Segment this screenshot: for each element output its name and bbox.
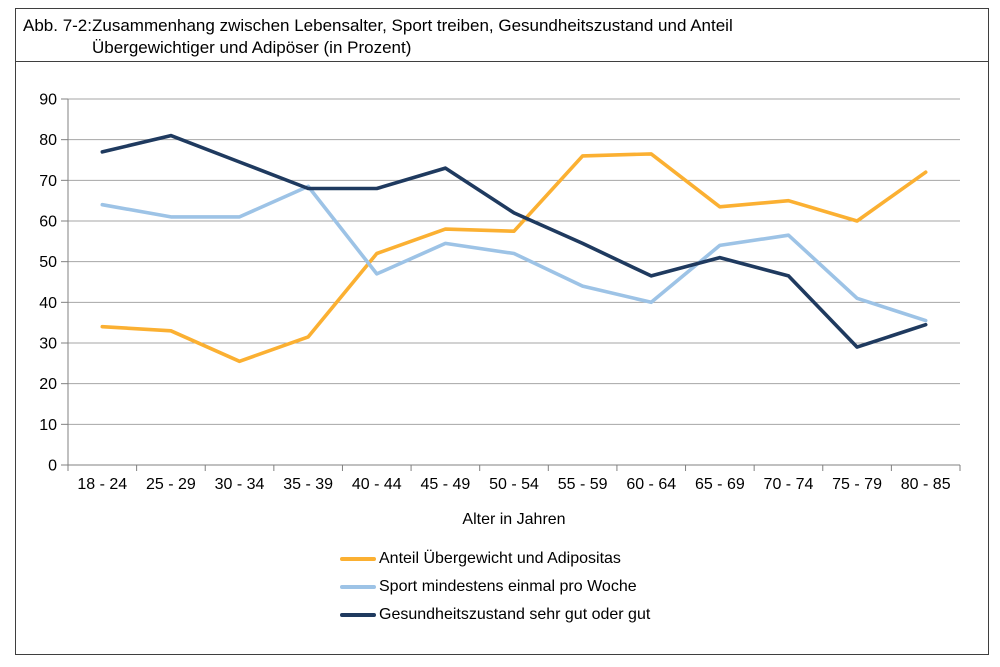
legend-swatch-uebergewicht: [340, 556, 376, 561]
legend-swatch-gesundheit: [340, 612, 376, 617]
figure-box: Abb. 7-2: Zusammenhang zwischen Lebensal…: [15, 8, 989, 655]
y-tick-label: 30: [39, 336, 57, 353]
legend-item: Gesundheitszustand sehr gut oder gut: [340, 605, 650, 624]
series-line-1: [100, 184, 928, 323]
figure-title-line1: Zusammenhang zwischen Lebensalter, Sport…: [92, 16, 733, 35]
chart-region: 0 10 20 30 40 50 60 70 80 90 18 - 24 25 - 29 30 - 34…: [16, 62, 986, 651]
y-tick-label: 80: [39, 132, 57, 149]
y-tick-label: 0: [48, 458, 57, 475]
series-line-2: [100, 133, 928, 349]
legend-label-sport: Sport mindestens einmal pro Woche: [379, 577, 637, 595]
y-tick-label: 50: [39, 254, 57, 271]
x-category-label: 55 - 59: [558, 476, 608, 493]
figure-title-text: Zusammenhang zwischen Lebensalter, Sport…: [92, 15, 978, 59]
legend-item: Anteil Übergewicht und Adipositas: [340, 549, 650, 568]
x-category-label: 30 - 34: [215, 476, 265, 493]
y-tick-label: 70: [39, 173, 57, 190]
x-category-label: 35 - 39: [283, 476, 333, 493]
figure-title-line2: Übergewichtiger und Adipöser (in Prozent…: [92, 38, 412, 57]
x-axis-title: Alter in Jahren: [462, 511, 565, 528]
y-tick-label: 60: [39, 214, 57, 231]
figure-label: Abb. 7-2:: [23, 16, 92, 35]
y-tick-label: 90: [39, 92, 57, 109]
x-category-label: 75 - 79: [832, 476, 882, 493]
x-category-label: 45 - 49: [420, 476, 470, 493]
legend-label-uebergewicht: Anteil Übergewicht und Adipositas: [379, 549, 621, 567]
x-category-label: 60 - 64: [626, 476, 676, 493]
line-chart: 0 10 20 30 40 50 60 70 80 90 18 - 24 25 - 29 30 - 34…: [39, 92, 961, 528]
figure-title: Abb. 7-2: Zusammenhang zwischen Lebensal…: [16, 9, 988, 62]
y-tick-label: 20: [39, 376, 57, 393]
legend-swatch-sport: [340, 584, 376, 589]
legend-label-gesundheit: Gesundheitszustand sehr gut oder gut: [379, 605, 651, 623]
x-category-label: 70 - 74: [764, 476, 814, 493]
x-category-label: 65 - 69: [695, 476, 745, 493]
x-category-label: 25 - 29: [146, 476, 196, 493]
legend-item: Sport mindestens einmal pro Woche: [340, 577, 650, 596]
y-tick-label: 10: [39, 417, 57, 434]
x-category-label: 50 - 54: [489, 476, 539, 493]
y-tick-label: 40: [39, 295, 57, 312]
x-category-label: 40 - 44: [352, 476, 402, 493]
x-category-label: 18 - 24: [77, 476, 127, 493]
x-category-label: 80 - 85: [901, 476, 951, 493]
series-line-0: [100, 152, 928, 364]
chart-legend: Anteil Übergewicht und Adipositas Sport …: [340, 549, 650, 624]
